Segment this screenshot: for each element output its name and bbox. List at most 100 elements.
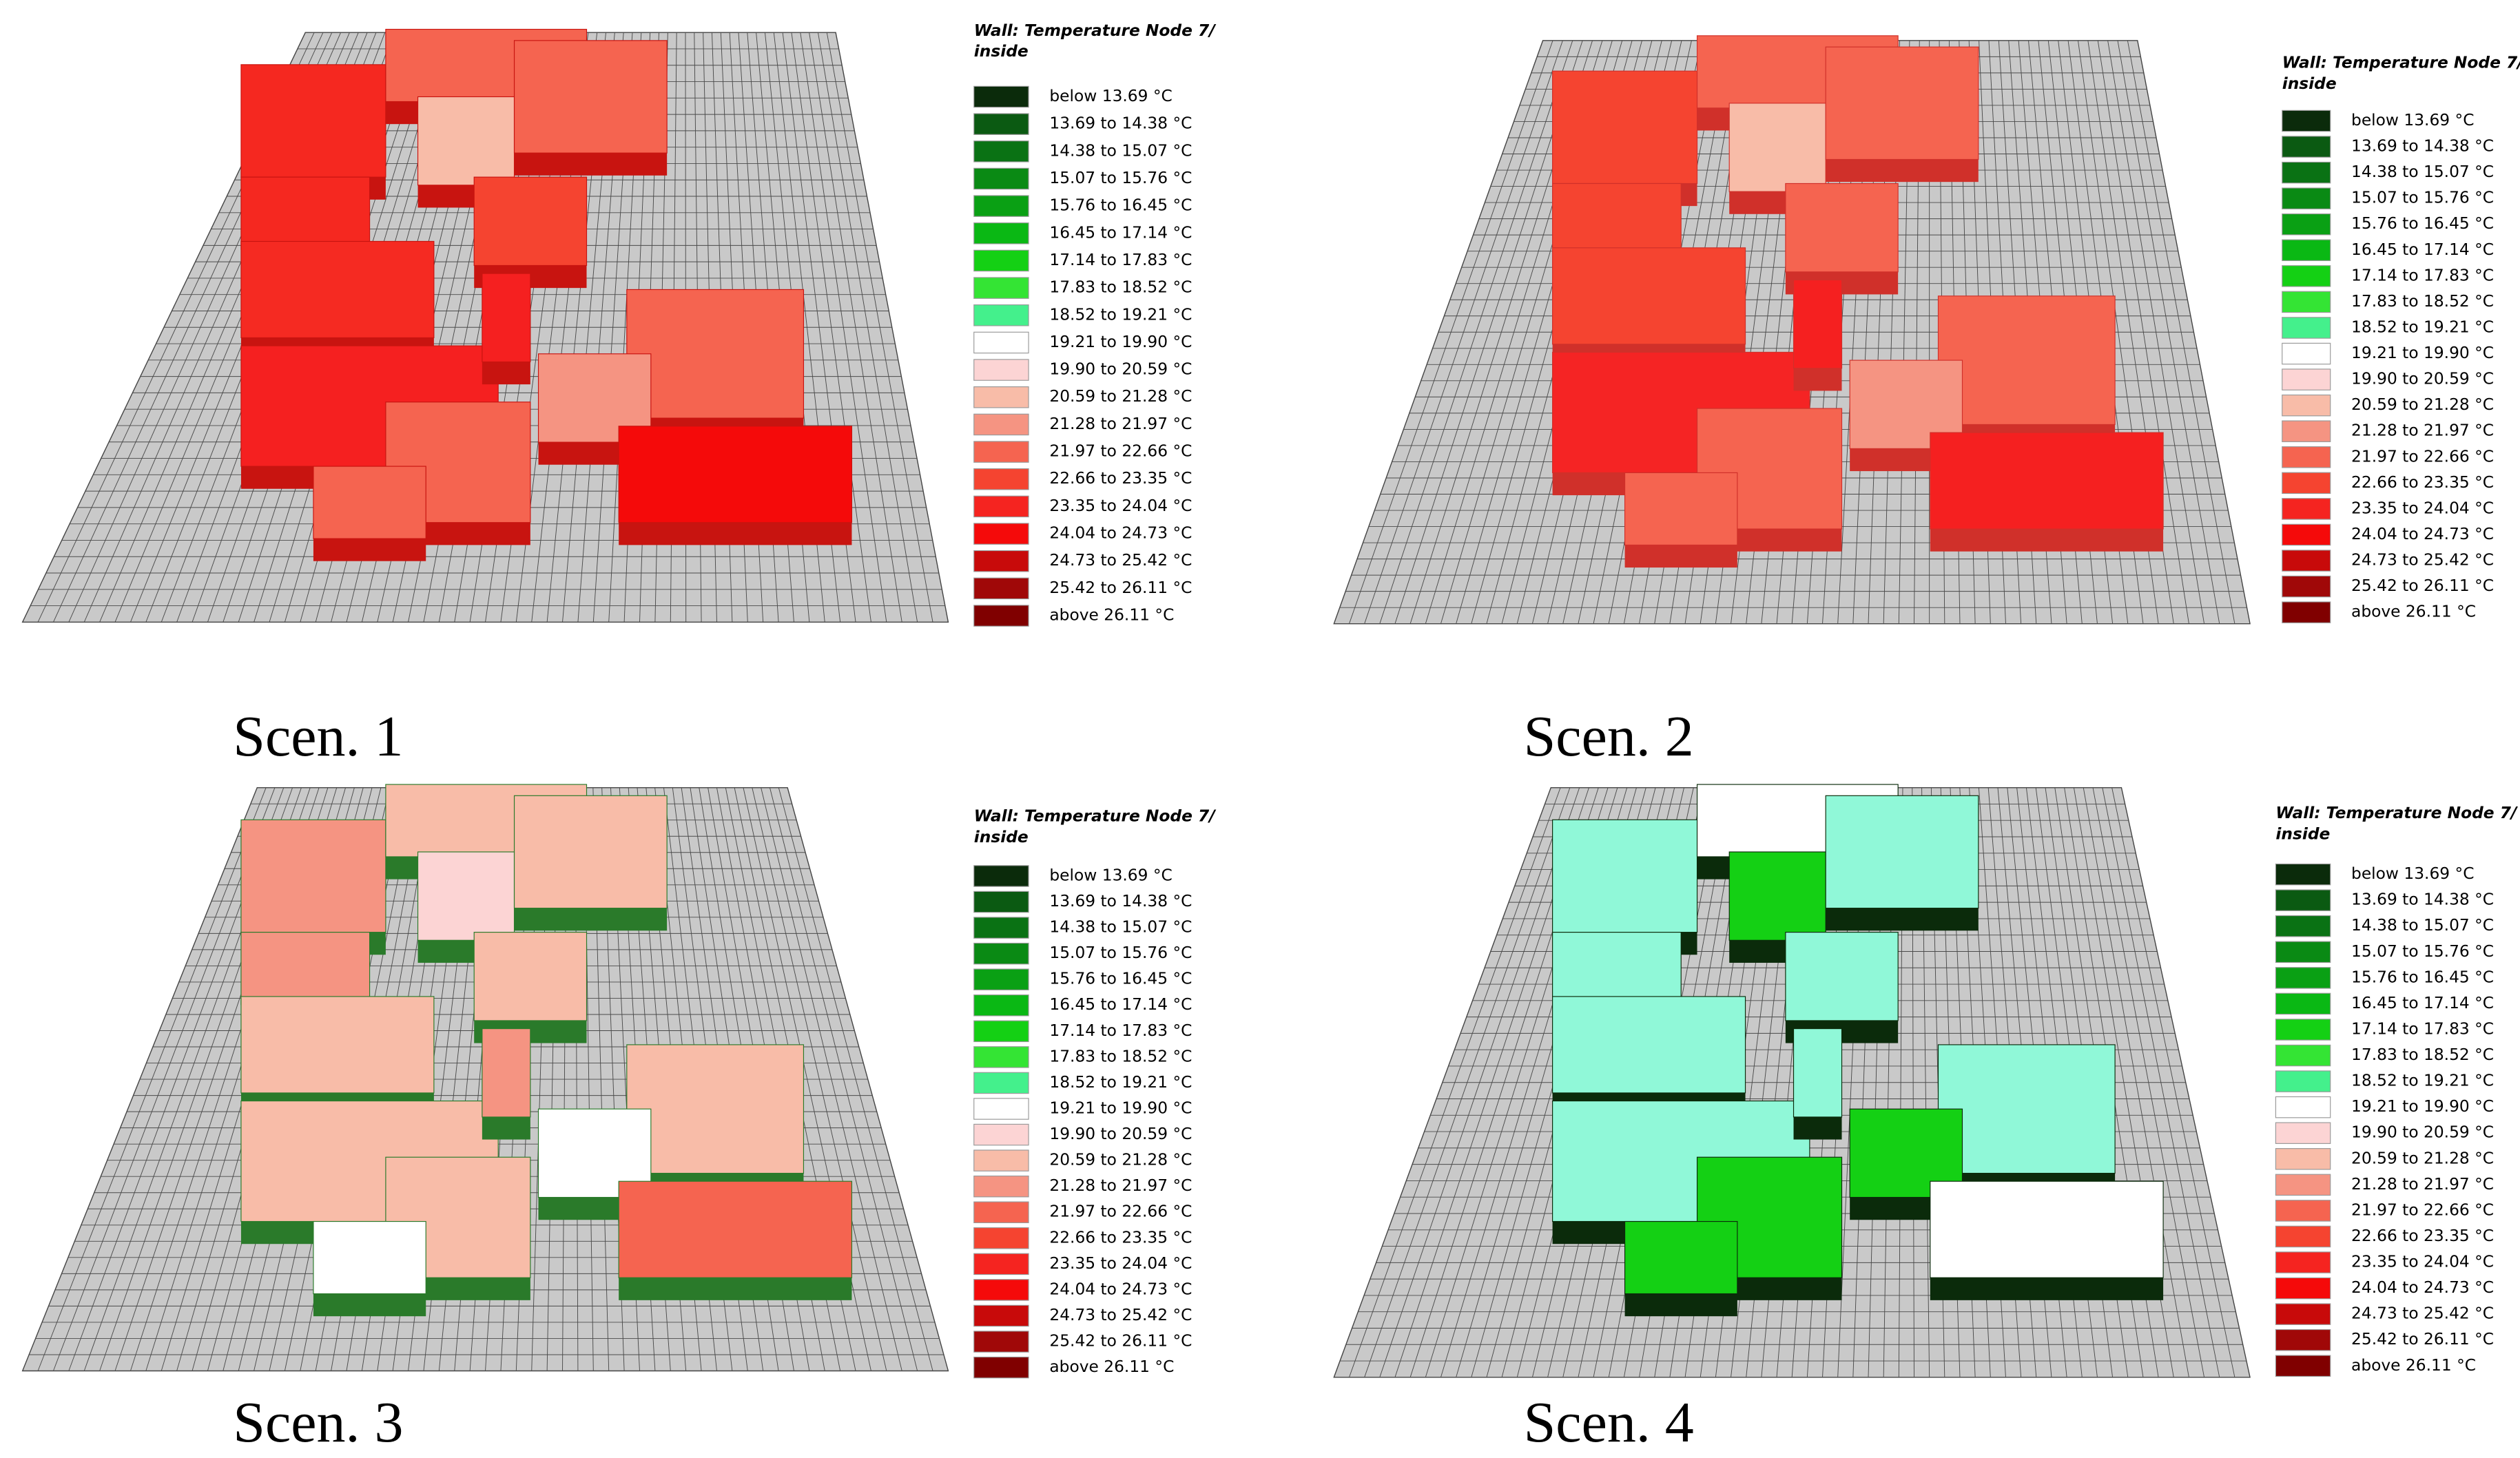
legend-swatch	[2282, 394, 2331, 417]
legend-swatch	[973, 605, 1029, 627]
building-roof	[417, 96, 515, 186]
legend-swatch	[973, 468, 1029, 490]
legend-swatch	[2282, 601, 2331, 623]
legend-label: 21.28 to 21.97 °C	[2351, 421, 2494, 440]
legend-label: 23.35 to 24.04 °C	[2351, 499, 2494, 517]
legend-swatch	[973, 1175, 1029, 1198]
ground-grid	[1379, 787, 1580, 1377]
legend-label: 18.52 to 19.21 °C	[1049, 1073, 1192, 1092]
legend-label: 13.69 to 14.38 °C	[2351, 137, 2494, 156]
legend-swatch	[2275, 1148, 2331, 1170]
legend-swatch	[2282, 420, 2331, 442]
legend-swatch	[973, 304, 1029, 326]
legend-label: 24.73 to 25.42 °C	[2351, 551, 2494, 570]
legend-label: 25.42 to 26.11 °C	[2351, 576, 2494, 595]
legend-swatch	[973, 1123, 1029, 1146]
ground-grid	[2083, 787, 2189, 1377]
legend-swatch	[2282, 523, 2331, 546]
legend-label: 19.21 to 19.90 °C	[2351, 1097, 2494, 1116]
legend-label: above 26.11 °C	[2351, 603, 2476, 621]
panel-caption: Scen. 4	[1524, 1391, 1694, 1455]
legend-label: 17.14 to 17.83 °C	[1049, 251, 1192, 269]
legend-swatch	[2282, 187, 2331, 209]
legend-swatch	[2275, 1329, 2331, 1351]
building-roof	[1937, 1044, 2116, 1174]
legend-label: 20.59 to 21.28 °C	[2351, 395, 2494, 414]
building-front	[1624, 1293, 1737, 1317]
legend-label: 17.14 to 17.83 °C	[2351, 1019, 2494, 1038]
legend-swatch	[973, 222, 1029, 244]
legend-label: 16.45 to 17.14 °C	[1049, 223, 1192, 242]
legend-label: 21.28 to 21.97 °C	[1049, 1176, 1192, 1195]
legend-swatch	[2282, 550, 2331, 572]
legend-swatch	[2282, 239, 2331, 262]
legend-label: 19.21 to 19.90 °C	[2351, 344, 2494, 362]
legend-label: 24.04 to 24.73 °C	[2351, 525, 2494, 543]
legend-title-line: inside	[2275, 824, 2330, 843]
building-roof	[513, 40, 668, 154]
legend-title: Wall: Temperature Node 7/inside	[2282, 54, 2520, 93]
legend-swatch	[973, 1098, 1029, 1120]
legend-swatch	[2282, 265, 2331, 287]
legend-label: 20.59 to 21.28 °C	[1049, 1151, 1192, 1169]
ground-grid	[1364, 787, 1571, 1377]
legend-label: 20.59 to 21.28 °C	[2351, 1149, 2494, 1167]
legend-swatch	[973, 917, 1029, 939]
building-roof	[313, 1220, 426, 1295]
legend-swatch	[973, 865, 1029, 887]
legend-label: 24.04 to 24.73 °C	[2351, 1278, 2494, 1297]
legend-label: 17.83 to 18.52 °C	[1049, 278, 1192, 297]
ground-grid	[752, 787, 887, 1371]
legend-label: 15.07 to 15.76 °C	[1049, 944, 1192, 962]
legend-swatch	[2275, 1355, 2331, 1377]
building-roof	[1825, 795, 1979, 909]
ground-grid	[826, 32, 933, 623]
legend-label: 17.83 to 18.52 °C	[2351, 292, 2494, 311]
legend-label: above 26.11 °C	[2351, 1356, 2476, 1375]
legend-swatch	[2275, 1044, 2331, 1067]
building-roof	[240, 64, 386, 178]
building-front	[514, 153, 668, 176]
legend-label: 25.42 to 26.11 °C	[1049, 579, 1192, 597]
legend-label: 21.28 to 21.97 °C	[1049, 415, 1192, 433]
building-front	[1826, 159, 1979, 183]
legend-label: 15.76 to 16.45 °C	[2351, 214, 2494, 233]
legend-label: 19.90 to 20.59 °C	[2351, 370, 2494, 388]
legend-label: below 13.69 °C	[1049, 866, 1172, 884]
legend-label: 24.73 to 25.42 °C	[2351, 1304, 2494, 1323]
legend-swatch	[973, 1020, 1029, 1043]
legend-label: 17.83 to 18.52 °C	[2351, 1045, 2494, 1064]
legend-label: below 13.69 °C	[1049, 87, 1172, 105]
legend-swatch	[973, 1304, 1029, 1327]
legend-label: 19.90 to 20.59 °C	[2351, 1123, 2494, 1142]
building-roof	[240, 240, 435, 339]
ground-grid	[1394, 40, 1583, 624]
building-roof	[1825, 46, 1979, 160]
legend-swatch	[973, 249, 1029, 272]
legend-label: 13.69 to 14.38 °C	[1049, 892, 1192, 910]
ground-grid	[761, 787, 902, 1371]
legend-swatch	[973, 994, 1029, 1017]
building-roof	[1937, 295, 2116, 425]
ground-grid	[2092, 787, 2205, 1377]
building-front	[1930, 529, 2164, 552]
legend-label: 24.73 to 25.42 °C	[1049, 1306, 1192, 1324]
legend-swatch	[973, 167, 1029, 190]
legend-swatch	[973, 113, 1029, 135]
legend-swatch	[973, 386, 1029, 408]
legend-label: 23.35 to 24.04 °C	[1049, 497, 1192, 515]
panel-caption: Scen. 2	[1524, 705, 1694, 769]
legend-swatch	[2275, 1070, 2331, 1092]
building-roof	[1624, 472, 1738, 545]
legend-swatch	[973, 968, 1029, 990]
legend-swatch	[973, 359, 1029, 381]
legend-swatch	[2282, 136, 2331, 158]
building-roof	[240, 996, 435, 1094]
legend-label: 22.66 to 23.35 °C	[2351, 1227, 2494, 1245]
legend-swatch	[2282, 368, 2331, 390]
building-front	[313, 1293, 426, 1317]
ground-grid	[37, 787, 267, 1371]
legend-swatch	[973, 1072, 1029, 1094]
legend-swatch	[2282, 342, 2331, 365]
building-front	[619, 1278, 852, 1300]
